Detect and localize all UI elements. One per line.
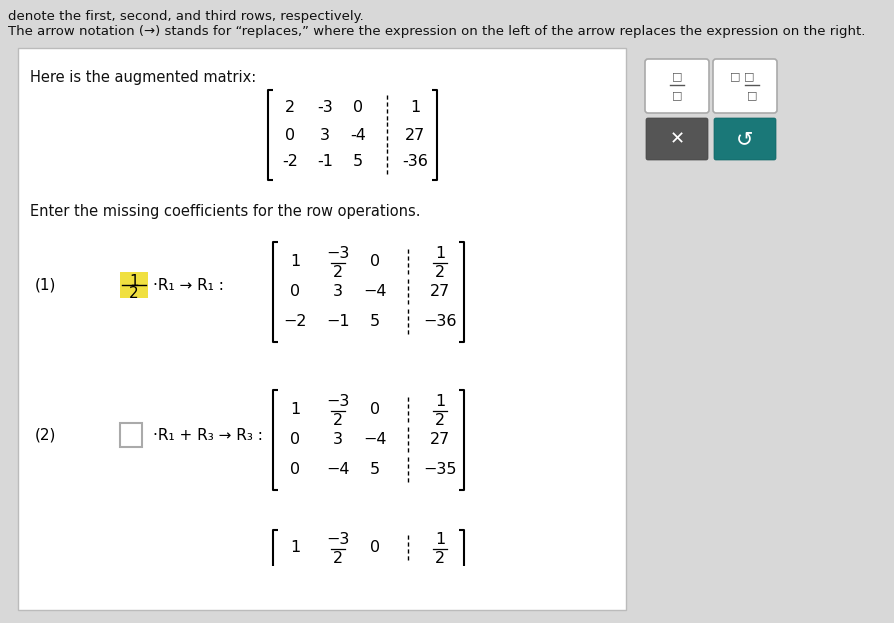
FancyBboxPatch shape [646, 118, 708, 160]
Text: □: □ [730, 71, 740, 81]
Text: 2: 2 [130, 286, 139, 301]
Text: 2: 2 [285, 100, 295, 115]
Text: -36: -36 [402, 155, 428, 169]
Text: -3: -3 [317, 100, 333, 115]
Text: ·R₁ → R₁ :: ·R₁ → R₁ : [153, 277, 224, 293]
Bar [120, 423, 142, 447]
Bar [18, 48, 626, 610]
Text: -1: -1 [317, 155, 333, 169]
Text: 3: 3 [333, 285, 343, 300]
Text: 5: 5 [370, 315, 380, 330]
Text: 0: 0 [353, 100, 363, 115]
Text: 2: 2 [333, 551, 343, 566]
Text: 1: 1 [130, 274, 139, 289]
Text: 2: 2 [435, 551, 445, 566]
Text: 27: 27 [405, 128, 426, 143]
Text: 5: 5 [370, 462, 380, 477]
Text: 0: 0 [370, 541, 380, 556]
Text: □: □ [671, 90, 682, 100]
Text: −3: −3 [326, 246, 350, 261]
Text: 0: 0 [370, 255, 380, 270]
Text: □: □ [746, 90, 757, 100]
Text: -4: -4 [350, 128, 366, 143]
Text: 3: 3 [333, 432, 343, 447]
Text: −3: −3 [326, 394, 350, 409]
Text: −3: −3 [326, 532, 350, 547]
Text: 0: 0 [370, 402, 380, 417]
Text: The arrow notation (→) stands for “replaces,” where the expression on the left o: The arrow notation (→) stands for “repla… [8, 25, 865, 38]
Text: 1: 1 [290, 255, 300, 270]
Text: ✕: ✕ [670, 130, 685, 148]
Text: −2: −2 [283, 315, 307, 330]
Text: 1: 1 [434, 394, 445, 409]
Text: 2: 2 [435, 265, 445, 280]
Text: 0: 0 [290, 462, 300, 477]
Text: Enter the missing coefficients for the row operations.: Enter the missing coefficients for the r… [30, 204, 420, 219]
Text: 1: 1 [290, 541, 300, 556]
Text: −36: −36 [423, 315, 457, 330]
Text: Here is the augmented matrix:: Here is the augmented matrix: [30, 70, 257, 85]
Text: 27: 27 [430, 285, 450, 300]
Text: 1: 1 [434, 532, 445, 547]
FancyBboxPatch shape [645, 59, 709, 113]
Text: -2: -2 [283, 155, 298, 169]
Text: (2): (2) [35, 427, 56, 442]
Text: −4: −4 [326, 462, 350, 477]
Text: ↺: ↺ [737, 129, 754, 149]
Text: □: □ [744, 71, 755, 81]
FancyBboxPatch shape [714, 118, 776, 160]
Text: 0: 0 [285, 128, 295, 143]
Text: denote the first, second, and third rows, respectively.: denote the first, second, and third rows… [8, 10, 364, 23]
Text: ·R₁ + R₃ → R₃ :: ·R₁ + R₃ → R₃ : [153, 427, 263, 442]
Text: 0: 0 [290, 432, 300, 447]
Bar [120, 272, 148, 298]
Text: 2: 2 [435, 413, 445, 428]
Text: 1: 1 [290, 402, 300, 417]
Text: 5: 5 [353, 155, 363, 169]
Text: 3: 3 [320, 128, 330, 143]
Text: 1: 1 [409, 100, 420, 115]
Text: 2: 2 [333, 265, 343, 280]
Text: □: □ [671, 71, 682, 81]
Text: 2: 2 [333, 413, 343, 428]
FancyBboxPatch shape [713, 59, 777, 113]
Text: −4: −4 [363, 432, 387, 447]
Text: −1: −1 [326, 315, 350, 330]
Text: 27: 27 [430, 432, 450, 447]
Text: 0: 0 [290, 285, 300, 300]
Text: −35: −35 [423, 462, 457, 477]
Text: (1): (1) [35, 277, 56, 293]
Text: −4: −4 [363, 285, 387, 300]
Text: 1: 1 [434, 246, 445, 261]
